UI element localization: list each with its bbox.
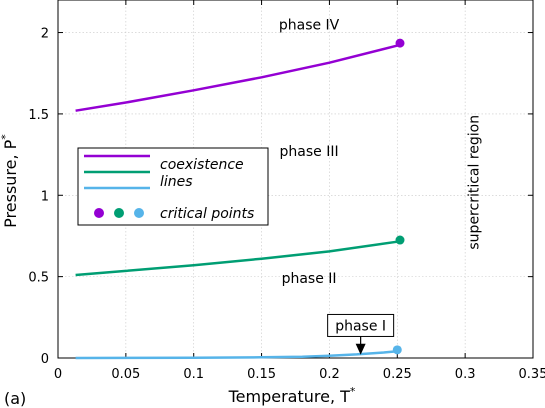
y-tick-label: 1 <box>41 189 49 204</box>
supercritical-region-label: supercritical region <box>467 115 483 250</box>
legend-point-swatch <box>134 208 144 218</box>
y-tick-label: 0.5 <box>28 271 49 286</box>
x-tick-label: 0.3 <box>455 367 476 382</box>
legend-label-lines: lines <box>160 174 193 190</box>
y-tick-label: 2 <box>41 27 49 42</box>
y-axis-label: Pressure, P* <box>0 134 20 228</box>
upper-coexistence-line <box>75 44 398 112</box>
legend-box <box>77 147 269 226</box>
lower-coexistence-line <box>75 349 398 360</box>
legend-label-critical-points: critical points <box>160 206 254 222</box>
y-tick-label: 0 <box>41 352 49 367</box>
callout-arrowhead <box>355 343 366 355</box>
grid <box>58 0 533 358</box>
x-tick-label: 0.35 <box>519 367 545 382</box>
y-tick-label: 1.5 <box>28 108 49 123</box>
middle-coexistence-line <box>75 240 398 277</box>
series-layer <box>75 38 405 360</box>
region-label: phase IV <box>279 17 340 33</box>
x-tick-label: 0 <box>54 367 62 382</box>
x-tick-label: 0.1 <box>183 367 204 382</box>
axes: 0 0.05 0.1 0.15 0.2 0.25 0.3 0.35 0 0.5 1 1.5 2 <box>28 0 545 382</box>
annotations: phase IV phase III phase II supercritical r… <box>279 17 483 355</box>
region-label: phase III <box>280 144 339 160</box>
panel-label: (a) <box>4 389 26 408</box>
x-tick-label: 0.05 <box>111 367 140 382</box>
legend-point-swatch <box>114 208 124 218</box>
upper-critical-point <box>395 38 405 48</box>
region-label: phase II <box>282 271 337 287</box>
x-tick-label: 0.25 <box>383 367 412 382</box>
lower-critical-point <box>392 345 402 355</box>
x-axis-label: Temperature, T* <box>228 385 356 406</box>
x-tick-label: 0.15 <box>247 367 276 382</box>
legend-point-swatch <box>94 208 104 218</box>
middle-critical-point <box>395 235 405 245</box>
x-tick-label: 0.2 <box>319 367 340 382</box>
phase-one-callout-label: phase I <box>335 318 386 334</box>
legend-label-coexistence: coexistence <box>160 157 244 173</box>
